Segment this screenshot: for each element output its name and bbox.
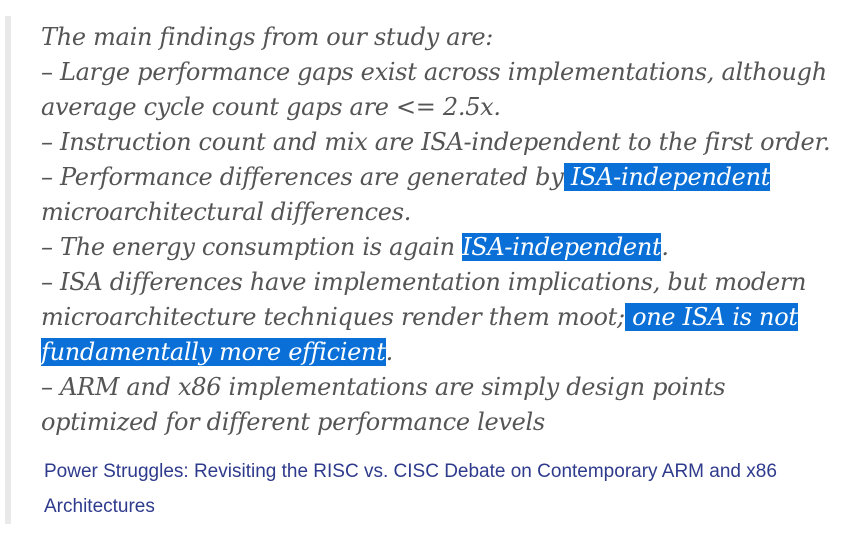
highlight-isa-independent-2[interactable]: ISA-independent (462, 233, 662, 261)
highlight-isa-independent-1[interactable]: ISA-independent (563, 163, 771, 191)
finding-3-line-1: – Performance differences are generated … (41, 160, 841, 195)
finding-5-line-1: – ISA differences have implementation im… (41, 268, 807, 296)
finding-2: – Instruction count and mix are ISA-inde… (41, 128, 831, 156)
finding-5-line-2: microarchitecture techniques render them… (41, 300, 841, 335)
finding-5-line-3: fundamentally more efficient. (41, 335, 841, 370)
finding-3-line-2: microarchitectural differences. (41, 198, 412, 226)
blockquote: The main findings from our study are: – … (5, 16, 833, 524)
citation-line-2: Architectures (44, 496, 155, 517)
highlight-one-isa-part-1[interactable]: one ISA is not (624, 303, 798, 331)
finding-1-line-1: – Large performance gaps exist across im… (41, 58, 827, 86)
citation-link[interactable]: Power Struggles: Revisiting the RISC vs.… (44, 454, 834, 524)
finding-5-period: . (385, 338, 394, 366)
finding-1-line-2: average cycle count gaps are <= 2.5x. (41, 93, 501, 121)
finding-4: – The energy consumption is again ISA-in… (41, 230, 841, 265)
finding-6-line-1: – ARM and x86 implementations are simply… (41, 373, 726, 401)
finding-3-text: – Performance differences are generated … (41, 163, 564, 191)
finding-6-line-2: optimized for different performance leve… (41, 408, 545, 436)
finding-4-text: – The energy consumption is again (41, 233, 463, 261)
highlight-one-isa-part-2[interactable]: fundamentally more efficient (41, 338, 386, 366)
citation-line-1: Power Struggles: Revisiting the RISC vs.… (44, 461, 777, 482)
finding-5-text: microarchitecture techniques render them… (41, 303, 625, 331)
quote-body: The main findings from our study are: – … (41, 20, 841, 440)
quote-intro: The main findings from our study are: (41, 23, 494, 51)
finding-4-period: . (661, 233, 669, 261)
